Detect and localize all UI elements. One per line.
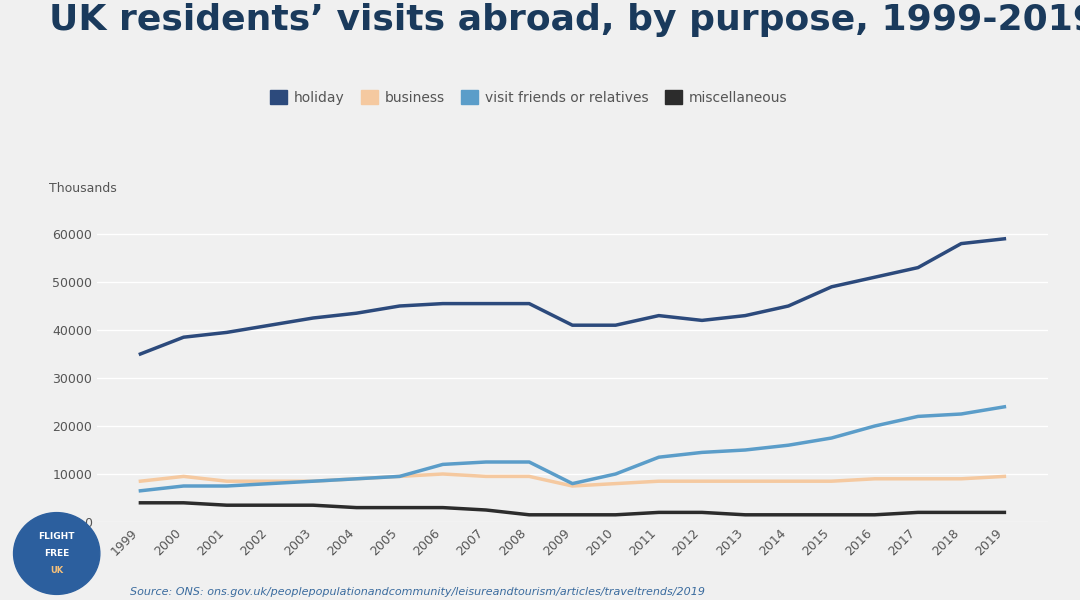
Text: Thousands: Thousands: [49, 182, 117, 195]
Text: UK residents’ visits abroad, by purpose, 1999-2019: UK residents’ visits abroad, by purpose,…: [49, 3, 1080, 37]
Text: FLIGHT: FLIGHT: [39, 532, 75, 541]
Text: UK: UK: [50, 566, 64, 575]
Text: FREE: FREE: [44, 549, 69, 558]
Text: Source: ONS: ons.gov.uk/peoplepopulationandcommunity/leisureandtourism/articles/: Source: ONS: ons.gov.uk/peoplepopulation…: [130, 587, 704, 597]
Circle shape: [14, 512, 99, 595]
Legend: holiday, business, visit friends or relatives, miscellaneous: holiday, business, visit friends or rela…: [266, 86, 792, 109]
